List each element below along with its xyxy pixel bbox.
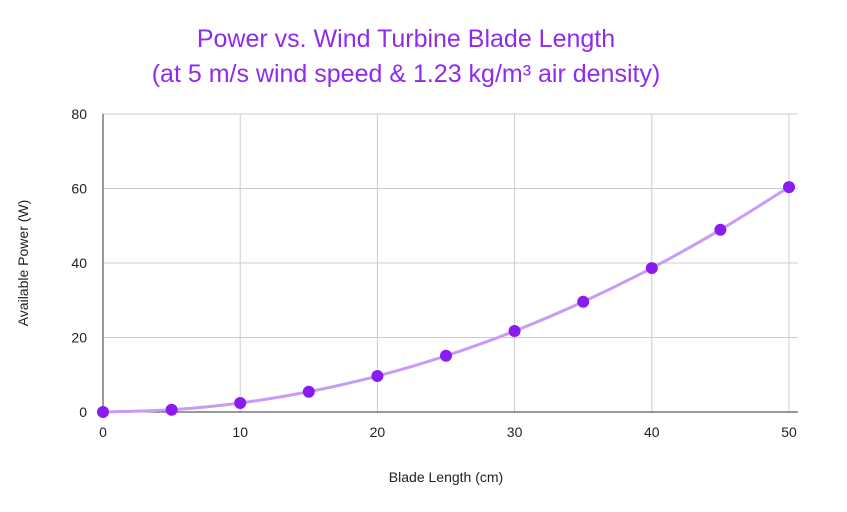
data-point [165, 403, 178, 416]
x-tick-label: 30 [507, 424, 523, 440]
y-axis-label: Available Power (W) [15, 200, 31, 327]
tick-labels: 0 20 40 60 80 0 10 20 30 40 50 [71, 106, 797, 440]
x-tick-label: 20 [370, 424, 386, 440]
data-point [97, 406, 109, 418]
data-point [440, 349, 452, 362]
data-point [371, 370, 384, 383]
y-tick-label: 60 [71, 181, 87, 197]
data-point [577, 295, 590, 308]
y-tick-label: 40 [71, 255, 87, 271]
y-tick-label: 80 [71, 106, 87, 122]
gridlines [102, 113, 798, 418]
y-tick-label: 0 [79, 404, 87, 420]
data-point [302, 385, 315, 398]
x-tick-label: 10 [232, 424, 248, 440]
data-points [97, 181, 795, 418]
x-axis-label: Blade Length (cm) [389, 469, 503, 485]
data-point [783, 181, 795, 194]
x-tick-label: 0 [99, 424, 107, 440]
y-tick-label: 20 [71, 330, 87, 346]
chart-subtitle: (at 5 m/s wind speed & 1.23 kg/m³ air de… [152, 60, 661, 88]
series-line [102, 185, 790, 414]
x-tick-label: 50 [781, 424, 797, 440]
data-point [508, 325, 521, 338]
data-point [234, 396, 247, 409]
data-point [645, 262, 658, 275]
data-point [714, 223, 727, 236]
chart-title: Power vs. Wind Turbine Blade Length [197, 25, 615, 53]
x-tick-label: 40 [644, 424, 660, 440]
